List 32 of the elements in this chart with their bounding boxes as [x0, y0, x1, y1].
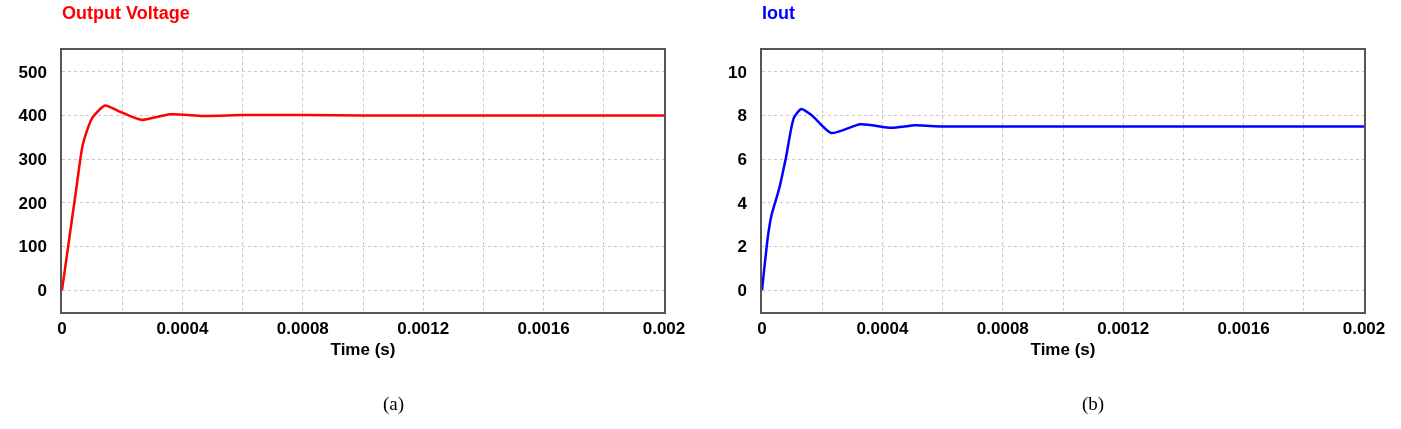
x-tick-label: 0.0004 [156, 319, 209, 339]
y-tick-label: 0 [37, 281, 47, 301]
chart-title: Iout [762, 3, 795, 24]
x-tick-label: 0.0008 [976, 319, 1029, 339]
line-series [762, 107, 1364, 292]
x-tick-label: 0 [757, 319, 767, 339]
x-tick-label: 0.0012 [397, 319, 450, 339]
y-tick-label: 4 [737, 193, 748, 213]
y-tick-label: 500 [18, 62, 47, 82]
text: (b) [1082, 393, 1105, 415]
x-tick-label: 0.0008 [276, 319, 329, 339]
x-tick-label: 0.0012 [1097, 319, 1150, 339]
y-tick-label: 200 [18, 193, 47, 213]
y-tick-label: 300 [18, 150, 47, 170]
y-tick-label: 2 [737, 237, 747, 257]
y-tick-label: 8 [737, 106, 747, 126]
line-series [62, 104, 664, 292]
x-tick-label: 0 [57, 319, 67, 339]
x-tick-label: 0.0004 [856, 319, 909, 339]
x-tick-label: 0.0016 [1217, 319, 1270, 339]
x-axis-title: Time (s) [1030, 340, 1096, 360]
x-tick-label: 0.002 [1342, 319, 1386, 339]
x-axis-title: Time (s) [330, 340, 396, 360]
x-tick-label: 0.002 [642, 319, 686, 339]
x-tick-label: 0.0016 [517, 319, 570, 339]
text: (a) [383, 393, 405, 415]
y-tick-label: 100 [18, 237, 47, 257]
chart-title: Output Voltage [62, 3, 190, 24]
y-tick-label: 6 [737, 150, 747, 170]
y-tick-label: 400 [18, 106, 47, 126]
y-tick-label: 10 [727, 62, 747, 82]
y-tick-label: 0 [737, 281, 747, 301]
